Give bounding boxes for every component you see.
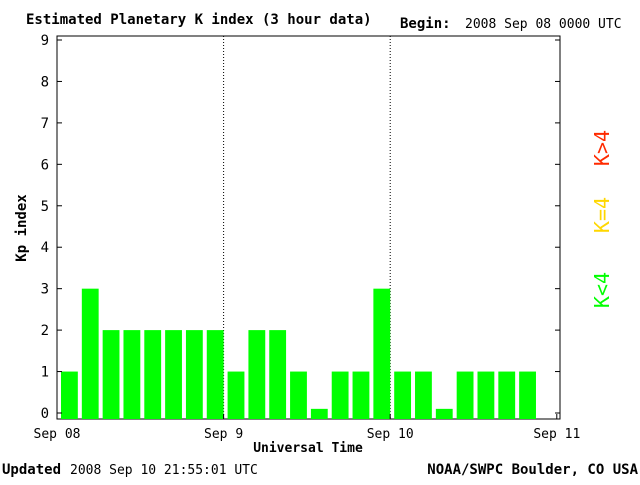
y-tick-label: 0: [41, 406, 49, 422]
kp-bar: [206, 330, 224, 419]
kp-bar: [394, 371, 412, 419]
x-axis-ticks: Sep 08 Sep 9 Sep 10 Sep 11: [34, 414, 580, 442]
plot-area: [56, 35, 561, 420]
kp-bar: [435, 408, 453, 419]
y-axis-ticks: 0 1 2 3 4 5 6 7 8 9: [41, 33, 560, 422]
y-axis-label: Kp index: [14, 194, 30, 262]
y-tick-label: 5: [41, 199, 49, 215]
kp-bar: [415, 371, 432, 419]
kp-bar: [519, 371, 536, 419]
kp-bar: [310, 408, 328, 419]
legend-low: K<4: [590, 272, 614, 308]
kp-bars: [61, 288, 536, 419]
kp-bar: [456, 371, 474, 419]
kp-bar: [123, 330, 141, 419]
kp-bar: [269, 330, 287, 419]
kp-bar: [248, 330, 266, 419]
kp-bar: [352, 371, 370, 419]
kp-bar: [227, 371, 245, 419]
y-tick-label: 7: [41, 116, 49, 132]
kp-bar: [498, 371, 516, 419]
legend-high: K>4: [590, 130, 614, 166]
y-tick-label: 3: [41, 282, 49, 298]
kp-bar: [331, 371, 349, 419]
y-tick-label: 6: [41, 157, 49, 173]
y-tick-label: 9: [41, 33, 49, 49]
kp-bar: [81, 288, 99, 419]
credit-text: NOAA/SWPC Boulder, CO USA: [427, 462, 638, 478]
legend-mid: K=4: [590, 197, 614, 233]
kp-bar: [185, 330, 203, 419]
kp-bar: [61, 371, 78, 419]
kp-bar: [165, 330, 182, 419]
y-tick-label: 4: [41, 240, 49, 256]
x-tick-label: Sep 9: [204, 427, 243, 442]
updated-value: 2008 Sep 10 21:55:01 UTC: [70, 463, 258, 478]
kp-bar: [102, 330, 120, 419]
x-tick-label: Sep 10: [367, 427, 414, 442]
kp-bar: [290, 371, 307, 419]
y-tick-label: 1: [41, 365, 49, 381]
begin-label: Begin:: [400, 16, 451, 32]
x-tick-label: Sep 08: [34, 427, 81, 442]
kp-bar: [144, 330, 162, 419]
updated-label: Updated: [2, 462, 61, 478]
begin-value: 2008 Sep 08 0000 UTC: [465, 17, 622, 32]
x-axis-label: Universal Time: [253, 441, 363, 456]
y-tick-label: 8: [41, 74, 49, 90]
day-dividers: [223, 36, 391, 419]
kp-bar: [477, 371, 495, 419]
chart-title: Estimated Planetary K index (3 hour data…: [26, 12, 372, 28]
y-tick-label: 2: [41, 323, 49, 339]
kp-bar: [373, 288, 391, 419]
x-tick-label: Sep 11: [533, 427, 580, 442]
